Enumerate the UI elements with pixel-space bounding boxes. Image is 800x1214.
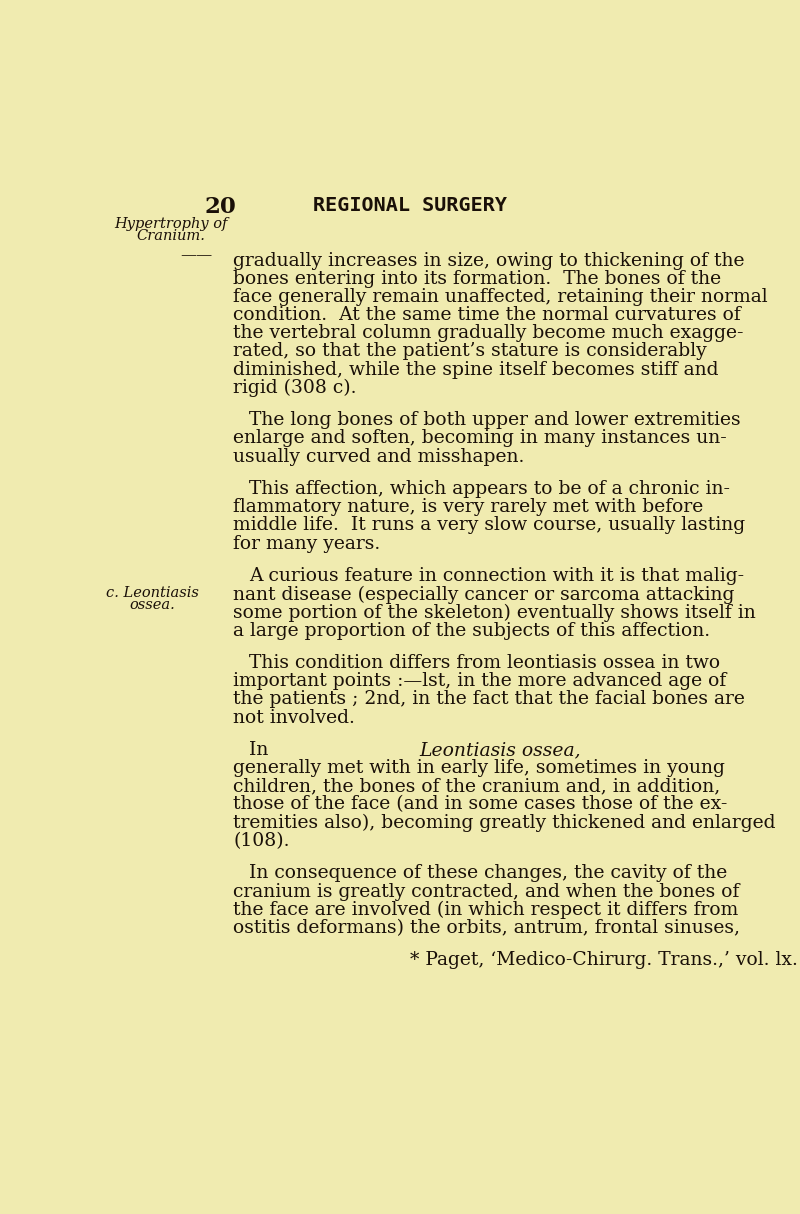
Text: In consequence of these changes, the cavity of the: In consequence of these changes, the cav… — [249, 864, 727, 883]
Text: usually curved and misshapen.: usually curved and misshapen. — [234, 448, 525, 465]
Text: face generally remain unaffected, retaining their normal: face generally remain unaffected, retain… — [234, 288, 768, 306]
Text: Leontiasis ossea,: Leontiasis ossea, — [419, 742, 581, 759]
Text: nant disease (especially cancer or sarcoma attacking: nant disease (especially cancer or sarco… — [234, 585, 734, 603]
Text: flammatory nature, is very rarely met with before: flammatory nature, is very rarely met wi… — [234, 498, 703, 516]
Text: a large proportion of the subjects of this affection.: a large proportion of the subjects of th… — [234, 622, 710, 640]
Text: ostitis deformans) the orbits, antrum, frontal sinuses,: ostitis deformans) the orbits, antrum, f… — [234, 919, 740, 937]
Text: bones entering into its formation.  The bones of the: bones entering into its formation. The b… — [234, 270, 722, 288]
Text: children, the bones of the cranium and, in addition,: children, the bones of the cranium and, … — [234, 777, 721, 795]
Text: rigid (308 c).: rigid (308 c). — [234, 379, 357, 397]
Text: rated, so that the patient’s stature is considerably: rated, so that the patient’s stature is … — [234, 342, 707, 361]
Text: 20: 20 — [205, 195, 237, 217]
Text: important points :—lst, in the more advanced age of: important points :—lst, in the more adva… — [234, 673, 726, 691]
Text: c. Leontiasis: c. Leontiasis — [106, 586, 199, 600]
Text: Hypertrophy of: Hypertrophy of — [114, 216, 228, 231]
Text: some portion of the skeleton) eventually shows itself in: some portion of the skeleton) eventually… — [234, 603, 756, 622]
Text: generally met with in early life, sometimes in young: generally met with in early life, someti… — [234, 760, 725, 777]
Text: ——: —— — [180, 248, 212, 265]
Text: REGIONAL SURGERY: REGIONAL SURGERY — [313, 195, 507, 215]
Text: This affection, which appears to be of a chronic in-: This affection, which appears to be of a… — [249, 481, 730, 498]
Text: condition.  At the same time the normal curvatures of: condition. At the same time the normal c… — [234, 306, 741, 324]
Text: the patients ; 2nd, in the fact that the facial bones are: the patients ; 2nd, in the fact that the… — [234, 691, 745, 709]
Text: * Paget, ‘Medico-Chirurg. Trans.,’ vol. lx.: * Paget, ‘Medico-Chirurg. Trans.,’ vol. … — [410, 952, 798, 970]
Text: the vertebral column gradually become much exagge-: the vertebral column gradually become mu… — [234, 324, 744, 342]
Text: those of the face (and in some cases those of the ex-: those of the face (and in some cases tho… — [234, 795, 728, 813]
Text: This condition differs from leontiasis ossea in two: This condition differs from leontiasis o… — [249, 654, 720, 673]
Text: In: In — [249, 742, 274, 759]
Text: middle life.  It runs a very slow course, usually lasting: middle life. It runs a very slow course,… — [234, 516, 746, 534]
Text: The long bones of both upper and lower extremities: The long bones of both upper and lower e… — [249, 412, 741, 430]
Text: Cranium.: Cranium. — [137, 229, 206, 243]
Text: not involved.: not involved. — [234, 709, 355, 726]
Text: (108).: (108). — [234, 832, 290, 850]
Text: A curious feature in connection with it is that malig-: A curious feature in connection with it … — [249, 567, 744, 585]
Text: ossea.: ossea. — [130, 599, 175, 612]
Text: diminished, while the spine itself becomes stiff and: diminished, while the spine itself becom… — [234, 361, 718, 379]
Text: the face are involved (in which respect it differs from: the face are involved (in which respect … — [234, 901, 738, 919]
Text: for many years.: for many years. — [234, 534, 381, 552]
Text: gradually increases in size, owing to thickening of the: gradually increases in size, owing to th… — [234, 253, 745, 270]
Text: tremities also), becoming greatly thickened and enlarged: tremities also), becoming greatly thicke… — [234, 813, 776, 832]
Text: cranium is greatly contracted, and when the bones of: cranium is greatly contracted, and when … — [234, 883, 740, 901]
Text: enlarge and soften, becoming in many instances un-: enlarge and soften, becoming in many ins… — [234, 430, 727, 448]
